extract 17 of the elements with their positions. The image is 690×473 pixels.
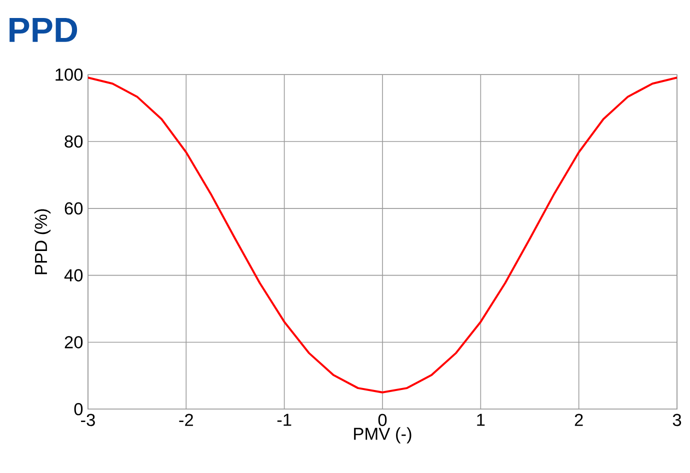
x-tick-label: 0 <box>378 414 387 426</box>
x-tick-label: -2 <box>179 414 193 426</box>
x-tick-label: 3 <box>672 414 682 426</box>
y-axis-title: PPD (%) <box>34 209 51 274</box>
line-series <box>88 76 678 394</box>
y-tick-label: 100 <box>56 68 83 81</box>
x-axis-title: PMV (-) <box>354 427 412 444</box>
chart-title: PPD <box>10 18 78 42</box>
y-tick-label: 40 <box>64 269 83 282</box>
x-tick-label: -3 <box>81 414 95 426</box>
y-tick-label: 0 <box>74 402 83 416</box>
y-tick-label: 20 <box>64 336 83 348</box>
x-tick-label: 2 <box>574 414 583 426</box>
y-tick-label: 80 <box>64 135 83 148</box>
x-tick-label: 1 <box>477 414 485 426</box>
y-tick-label: 60 <box>64 202 83 215</box>
x-tick-label: -1 <box>277 414 292 426</box>
